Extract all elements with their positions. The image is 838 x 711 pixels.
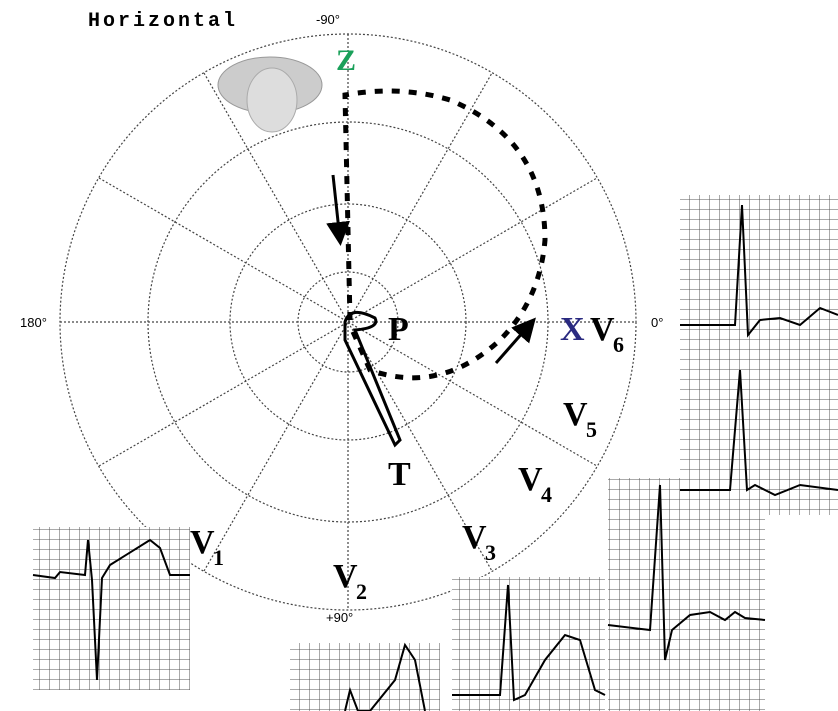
arrow [494,317,536,364]
lead-subscript: 1 [213,545,224,570]
lead-label: V [518,461,543,498]
axis-label: X [560,311,585,348]
lead-label: V [190,524,215,561]
lead-subscript: 6 [613,332,624,357]
angle-label: -90° [316,12,340,27]
polar-grid [59,33,637,611]
qrs-loop [342,88,548,381]
lead-subscript: 3 [485,540,496,565]
angle-label: +90° [326,610,353,625]
ecg-panels [32,195,838,711]
axis-label: Z [336,44,356,77]
lead-subscript: 5 [586,417,597,442]
wave-label: P [388,311,409,348]
lead-label: V [462,519,487,556]
title: Horizontal [88,10,238,33]
lead-subscript: 2 [356,579,367,604]
angle-label: 180° [20,315,47,330]
angle-label: 0° [651,315,663,330]
lead-label: V [590,311,615,348]
wave-label: T [388,456,411,493]
lead-label: V [333,558,358,595]
heart [217,56,323,133]
lead-subscript: 4 [541,482,552,507]
lead-label: V [563,396,588,433]
arrow [326,174,351,246]
t-loop [343,310,402,448]
